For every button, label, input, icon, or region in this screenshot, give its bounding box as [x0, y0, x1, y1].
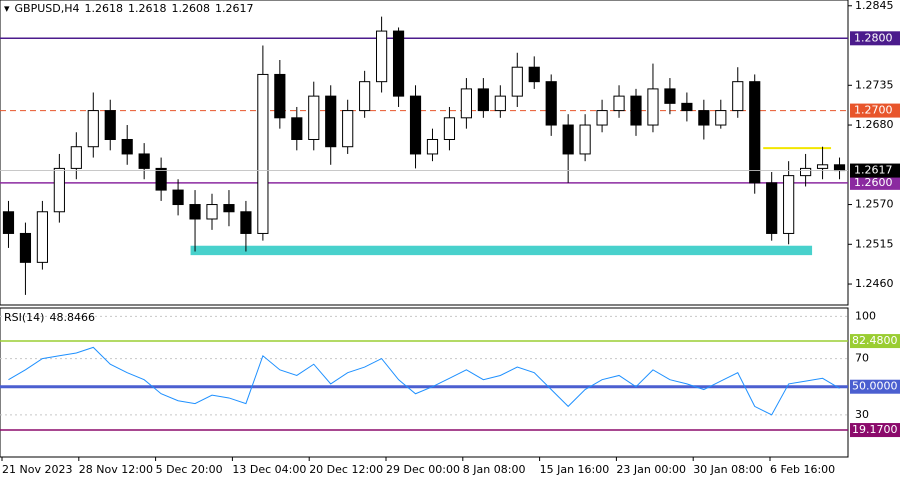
price-box-label: 1.2700: [854, 104, 893, 117]
candle-body: [664, 88, 676, 104]
x-tick-label: 15 Jan 16:00: [540, 463, 610, 476]
candle-body: [342, 110, 354, 148]
level-box: [850, 379, 900, 394]
candle-body: [2, 211, 15, 234]
candle-body: [494, 95, 506, 112]
candle-body: [477, 88, 489, 112]
x-tick-label: 5 Dec 20:00: [156, 463, 223, 476]
bar-open: 1.2618: [84, 2, 124, 15]
x-tick-label: 21 Nov 2023: [2, 463, 72, 476]
candle-body: [392, 30, 405, 97]
bar-low: 1.2608: [171, 2, 211, 15]
rsi-title: RSI(14): [4, 311, 45, 324]
price-box: [850, 163, 900, 178]
candle-body: [698, 110, 710, 126]
level-box: [850, 334, 900, 349]
candle-body: [816, 164, 829, 169]
candle-body: [36, 211, 48, 263]
candle-body: [206, 204, 218, 220]
level-box: [850, 423, 900, 438]
level-box-label: 50.0000: [852, 380, 898, 393]
y-tick-label: 1.2680: [855, 118, 894, 131]
candle-body: [511, 66, 523, 97]
candle-body: [579, 124, 591, 155]
candle-body: [562, 124, 574, 155]
y-tick-label: 100: [855, 309, 876, 322]
price-box: [850, 103, 900, 118]
rsi-value: 48.8466: [49, 311, 95, 324]
x-tick-label: 28 Nov 12:00: [79, 463, 153, 476]
candle-body: [325, 95, 337, 148]
candle-body: [104, 110, 116, 140]
price-box: [850, 175, 900, 190]
x-tick-label: 8 Jan 08:00: [463, 463, 526, 476]
candle-body: [138, 153, 150, 169]
candle-body: [783, 175, 795, 234]
candle-body: [528, 66, 540, 83]
y-tick-label: 1.2735: [855, 78, 894, 91]
candle-body: [800, 167, 812, 177]
candle-body: [613, 95, 625, 112]
symbol-title: GBPUSD,H4: [14, 2, 80, 15]
candle-body: [443, 117, 456, 140]
candle-body: [630, 95, 642, 126]
price-box-label: 1.2800: [854, 31, 893, 44]
level-box-label: 82.4800: [852, 334, 898, 347]
candle-body: [19, 232, 32, 263]
candle-body: [257, 73, 269, 234]
y-tick-label: 30: [855, 408, 869, 421]
rsi-line: [8, 346, 840, 416]
candle-body: [596, 110, 608, 126]
y-tick-label: 1.2515: [855, 237, 894, 250]
candle-body: [426, 138, 439, 155]
y-tick-label: 1.2845: [855, 0, 894, 12]
candle-body: [409, 95, 422, 155]
candle-body: [189, 204, 201, 220]
collapse-arrow[interactable]: ▾: [4, 2, 10, 15]
rsi-pane: [0, 307, 849, 458]
candle-body: [766, 182, 778, 234]
candle-body: [155, 167, 167, 191]
candle-body: [715, 110, 727, 126]
candle-body: [681, 102, 693, 112]
x-tick-label: 13 Dec 04:00: [232, 463, 306, 476]
price-box-label: 1.2600: [854, 176, 893, 189]
candle-body: [460, 88, 472, 119]
candle-body: [308, 95, 320, 140]
candle-body: [274, 73, 286, 119]
candle-body: [87, 110, 99, 148]
candle-body: [172, 189, 184, 206]
candle-body: [121, 138, 133, 155]
support-zone: [190, 245, 813, 256]
candle-body: [223, 204, 235, 213]
x-tick-label: 30 Jan 08:00: [693, 463, 763, 476]
bar-high: 1.2618: [128, 2, 167, 15]
candle-body: [647, 88, 659, 126]
rsi-header: RSI(14) 48.8466: [4, 311, 95, 324]
x-tick-label: 23 Jan 00:00: [616, 463, 686, 476]
x-tick-label: 20 Dec 12:00: [309, 463, 383, 476]
candle-body: [376, 30, 388, 83]
y-tick-label: 70: [855, 352, 869, 365]
bar-close: 1.2617: [215, 2, 254, 15]
candle-body: [359, 81, 371, 112]
x-tick-label: 29 Dec 00:00: [386, 463, 460, 476]
candle-body: [70, 146, 82, 169]
level-box-label: 19.1700: [852, 423, 898, 436]
candle-body: [545, 81, 557, 126]
price-box-label: 1.2617: [854, 164, 893, 177]
y-tick-label: 1.2570: [855, 198, 894, 211]
price-box: [850, 31, 900, 46]
x-tick-label: 6 Feb 16:00: [770, 463, 835, 476]
candle-body: [732, 81, 744, 112]
candle-body: [749, 81, 761, 184]
candle-body: [53, 167, 65, 213]
main-header: ▾ GBPUSD,H4 1.2618 1.2618 1.2608 1.2617: [4, 2, 254, 15]
candle-body: [291, 117, 303, 140]
y-tick-label: 1.2460: [855, 277, 894, 290]
candle-body: [240, 211, 252, 234]
candle-body: [833, 164, 846, 172]
